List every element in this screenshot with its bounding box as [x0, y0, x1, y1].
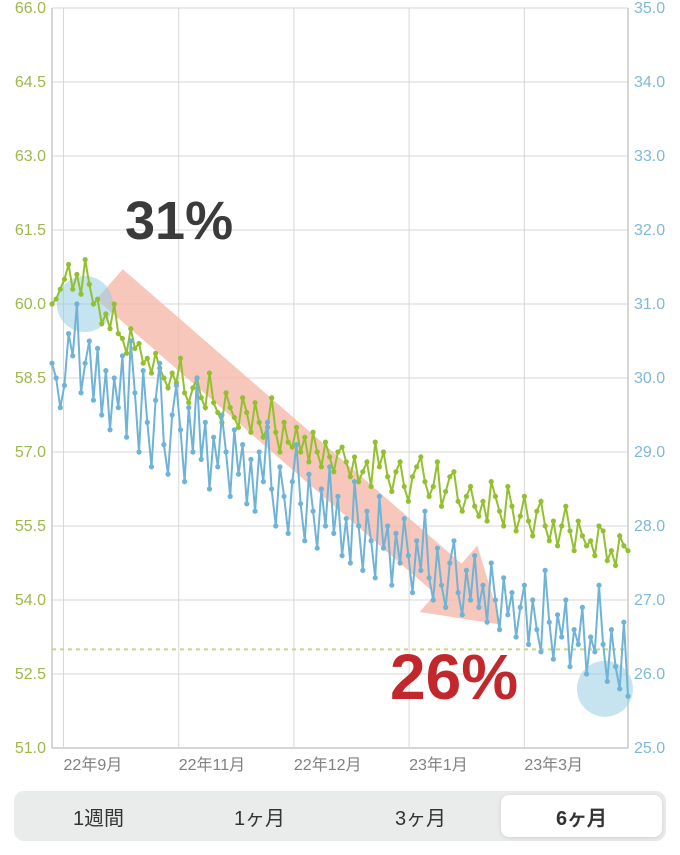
svg-text:29.0: 29.0: [634, 444, 665, 461]
period-selector: 1週間1ヶ月3ヶ月6ヶ月: [14, 791, 666, 841]
svg-text:23年3月: 23年3月: [524, 756, 583, 774]
svg-text:26.0: 26.0: [634, 666, 665, 683]
svg-text:52.5: 52.5: [15, 666, 46, 683]
svg-text:66.0: 66.0: [15, 0, 46, 17]
svg-text:34.0: 34.0: [634, 74, 665, 91]
svg-text:22年11月: 22年11月: [179, 756, 245, 774]
svg-text:54.0: 54.0: [15, 592, 46, 609]
svg-text:25.0: 25.0: [634, 740, 665, 757]
period-option[interactable]: 1週間: [18, 795, 179, 837]
svg-text:35.0: 35.0: [634, 0, 665, 17]
svg-text:58.5: 58.5: [15, 370, 46, 387]
svg-text:23年1月: 23年1月: [409, 756, 468, 774]
svg-text:63.0: 63.0: [15, 148, 46, 165]
svg-text:22年9月: 22年9月: [64, 756, 123, 774]
svg-text:22年12月: 22年12月: [294, 756, 362, 774]
svg-text:55.5: 55.5: [15, 518, 46, 535]
svg-text:57.0: 57.0: [15, 444, 46, 461]
period-option[interactable]: 6ヶ月: [501, 795, 662, 837]
svg-text:30.0: 30.0: [634, 370, 665, 387]
period-option[interactable]: 1ヶ月: [179, 795, 340, 837]
svg-text:61.5: 61.5: [15, 222, 46, 239]
svg-text:60.0: 60.0: [15, 296, 46, 313]
svg-text:33.0: 33.0: [634, 148, 665, 165]
svg-text:32.0: 32.0: [634, 222, 665, 239]
svg-text:28.0: 28.0: [634, 518, 665, 535]
period-option[interactable]: 3ヶ月: [340, 795, 501, 837]
svg-text:51.0: 51.0: [15, 740, 46, 757]
svg-text:27.0: 27.0: [634, 592, 665, 609]
svg-text:64.5: 64.5: [15, 74, 46, 91]
chart-container: 66.0 64.5 63.0 61.5 60.0 58.5 57.0 55.5 54.0 52.5…: [0, 0, 680, 790]
svg-text:31.0: 31.0: [634, 296, 665, 313]
chart-svg: 66.0 64.5 63.0 61.5 60.0 58.5 57.0 55.5 54.0 52.5…: [0, 0, 680, 790]
